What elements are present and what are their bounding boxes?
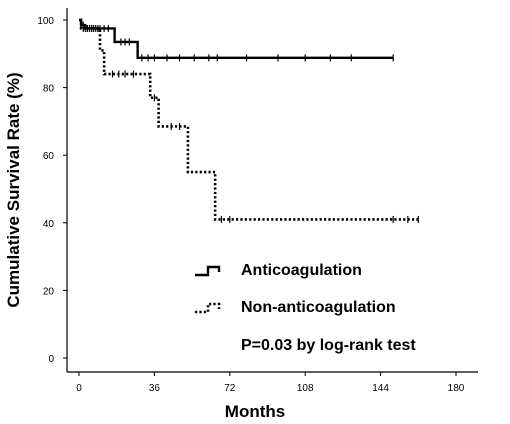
legend-key-anticoagulation: [195, 265, 221, 277]
y-tick-label: 20: [43, 286, 55, 297]
ticks: 0 36 72 108 144 180 0 20 40 60 80 100: [37, 16, 464, 394]
x-tick-label: 72: [224, 383, 236, 394]
y-axis-title: Cumulative Survival Rate (%): [4, 72, 23, 307]
axes: [66, 8, 478, 373]
legend-label-non-anticoagulation: Non-anticoagulation: [241, 299, 396, 316]
survival-curve-anticoagulation: [79, 18, 394, 60]
x-tick-label: 36: [149, 383, 161, 394]
x-axis-title: Months: [225, 402, 285, 421]
legend-key-non-anticoagulation: [195, 302, 221, 314]
y-tick-label: 40: [43, 219, 55, 230]
x-tick-label: 144: [372, 383, 389, 394]
legend-keys: [195, 265, 221, 314]
y-tick-label: 0: [48, 354, 54, 365]
p-value-annotation: P=0.03 by log-rank test: [241, 337, 416, 354]
y-tick-label: 80: [43, 84, 55, 95]
y-tick-label: 60: [43, 151, 55, 162]
survival-curve-non-anticoagulation: [79, 18, 419, 221]
y-tick-label: 100: [37, 16, 54, 27]
x-tick-label: 180: [448, 383, 465, 394]
censor-marks-non-anticoagulation: [82, 24, 419, 223]
legend-label-anticoagulation: Anticoagulation: [241, 262, 362, 279]
x-tick-label: 108: [297, 383, 314, 394]
series: [79, 18, 419, 223]
legend: Anticoagulation Non-anticoagulation P=0.…: [195, 262, 416, 354]
x-tick-label: 0: [76, 383, 82, 394]
